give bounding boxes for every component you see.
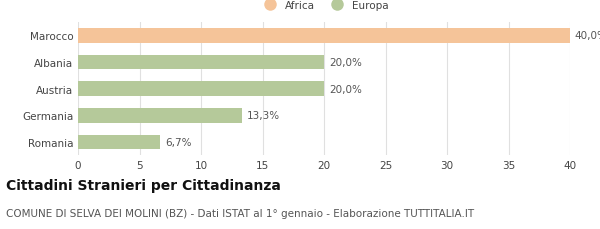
- Text: 20,0%: 20,0%: [329, 58, 362, 68]
- Text: 6,7%: 6,7%: [166, 137, 192, 147]
- Bar: [78, 109, 242, 123]
- Legend: Africa, Europa: Africa, Europa: [255, 0, 393, 15]
- Text: 13,3%: 13,3%: [247, 111, 280, 121]
- Bar: [78, 29, 570, 44]
- Bar: [78, 135, 160, 150]
- Text: 20,0%: 20,0%: [329, 84, 362, 94]
- Bar: [78, 55, 324, 70]
- Text: COMUNE DI SELVA DEI MOLINI (BZ) - Dati ISTAT al 1° gennaio - Elaborazione TUTTIT: COMUNE DI SELVA DEI MOLINI (BZ) - Dati I…: [6, 208, 474, 218]
- Bar: [78, 82, 324, 97]
- Text: 40,0%: 40,0%: [575, 31, 600, 41]
- Text: Cittadini Stranieri per Cittadinanza: Cittadini Stranieri per Cittadinanza: [6, 179, 281, 193]
